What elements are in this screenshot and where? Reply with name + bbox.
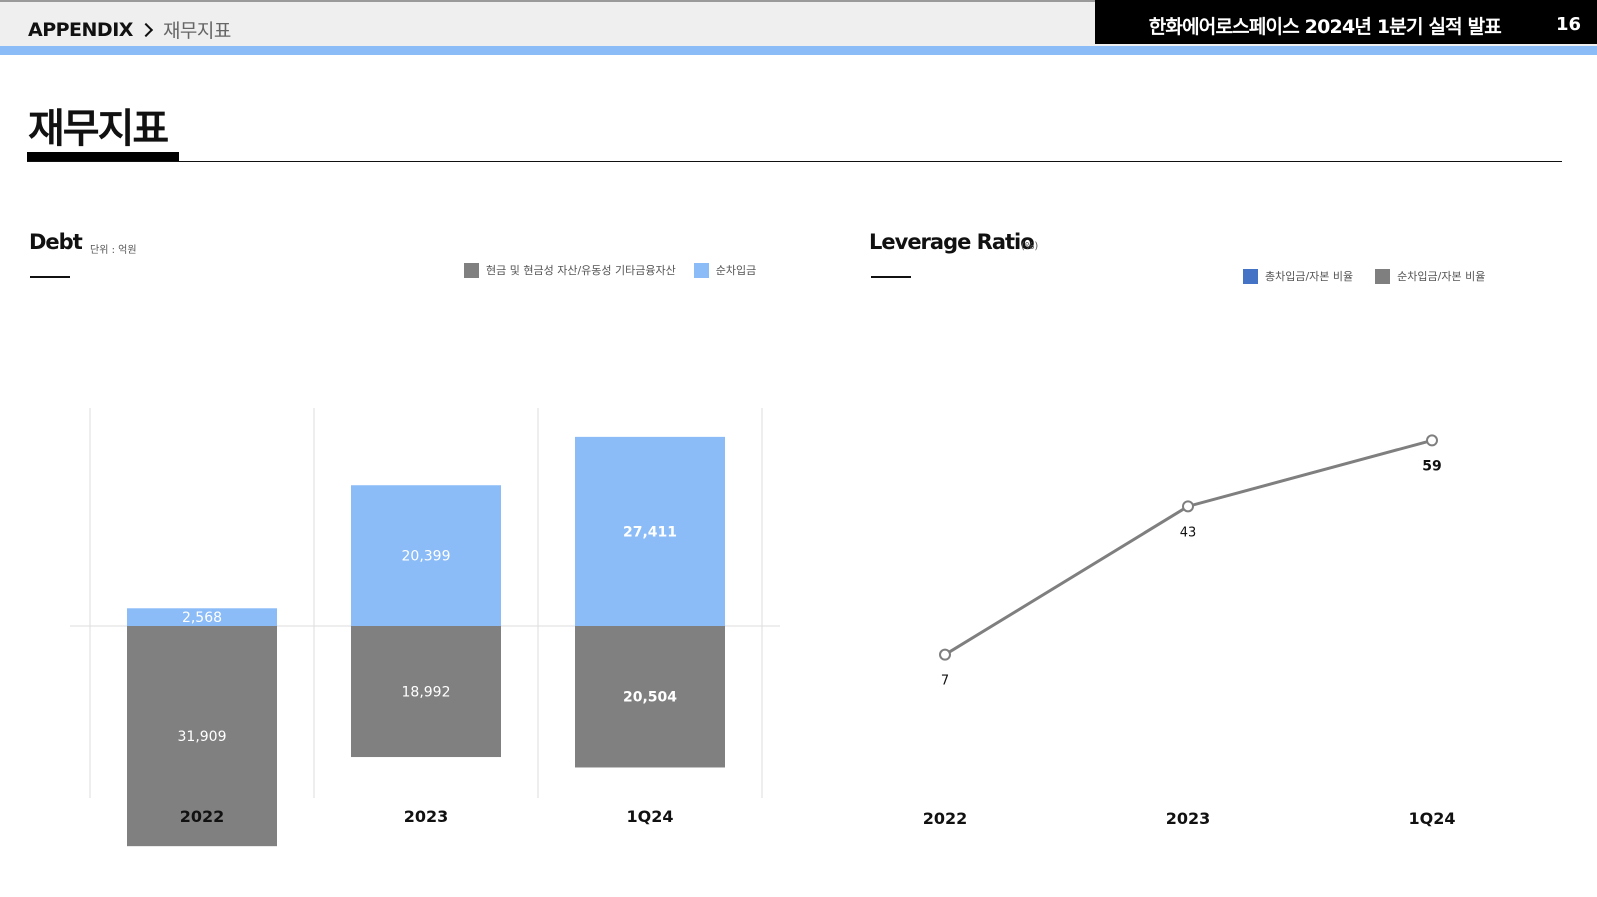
debt-bar-chart: 2,568 31,909 2022 20,399 18,992 2023 27,411 20,… [70,408,780,847]
bar-cash [127,626,277,847]
chevron-right-icon [138,22,154,37]
legend-item-net-ratio: 순차입금/자본 비율 [1375,268,1485,284]
legend-item-net-debt: 순차입금 [693,262,757,278]
data-point-net-ratio [939,648,951,661]
leverage-section-rule [871,276,911,278]
title-rule [27,161,1562,162]
accent-band [0,46,1597,55]
bar-cash [351,626,501,758]
breadcrumb-main[interactable]: APPENDIX [28,18,133,41]
data-label-net-ratio: 7 [941,674,949,689]
legend-item-cash: 현금 및 현금성 자산/유동성 기타금융자산 [464,262,676,278]
leverage-legend: 총차입금/자본 비율 순차입금/자본 비율 [1243,268,1503,284]
legend-label-cash: 현금 및 현금성 자산/유동성 기타금융자산 [486,264,676,277]
data-point-net-ratio [1182,500,1194,513]
legend-swatch-net-ratio [1375,268,1391,284]
bar-net-debt [575,436,725,626]
data-label-net-debt: 2,568 [182,610,222,626]
legend-label-net-ratio: 순차입금/자본 비율 [1397,270,1486,283]
x-tick-label: 2022 [180,807,225,826]
series-line-net-ratio [944,438,1433,656]
x-tick-label: 1Q24 [627,807,674,826]
data-label-net-ratio: 59 [1422,458,1441,474]
debt-legend: 현금 및 현금성 자산/유동성 기타금융자산 순차입금 [464,262,774,278]
bar-cash [575,626,725,768]
breadcrumb-sub[interactable]: 재무지표 [162,20,231,42]
debt-section-rule [30,276,70,278]
x-tick-label: 2023 [1166,809,1211,828]
legend-swatch-total-ratio [1243,268,1258,284]
data-label-cash: 20,504 [623,690,677,706]
debt-title: Debt [29,230,83,254]
legend-label-net-debt: 순차입금 [715,264,757,277]
page-title: 재무지표 [28,106,169,152]
report-title-panel: 한화에어로스페이스 2024년 1분기 실적 발표 16 [1095,0,1597,44]
data-label-cash: 18,992 [402,685,451,701]
bar-net-debt [351,485,501,626]
report-title: 한화에어로스페이스 2024년 1분기 실적 발표 [1148,16,1502,38]
legend-swatch-cash [464,262,479,278]
leverage-line-chart: 888410474359202220231Q24 [923,434,1456,828]
leverage-title: Leverage Ratio [869,230,1035,254]
data-label-net-ratio: 43 [1180,525,1197,540]
title-underline-bar [27,152,179,161]
breadcrumb: APPENDIX 재무지표 [28,16,231,43]
x-tick-label: 1Q24 [1409,809,1456,828]
legend-item-total-ratio: 총차입금/자본 비율 [1243,268,1353,284]
bar-net-debt [127,608,277,626]
data-label-net-debt: 27,411 [623,524,677,540]
leverage-unit: (%) [1021,241,1039,252]
top-border-line [0,0,1597,2]
data-label-net-debt: 20,399 [402,549,451,565]
data-label-cash: 31,909 [178,729,227,745]
legend-swatch-net-debt [693,262,709,278]
x-tick-label: 2023 [404,807,449,826]
page-number: 16 [1555,14,1581,35]
data-point-net-ratio [1426,434,1438,447]
debt-unit: 단위 : 억원 [90,245,137,256]
legend-label-total-ratio: 총차입금/자본 비율 [1265,270,1354,283]
x-tick-label: 2022 [923,809,968,828]
